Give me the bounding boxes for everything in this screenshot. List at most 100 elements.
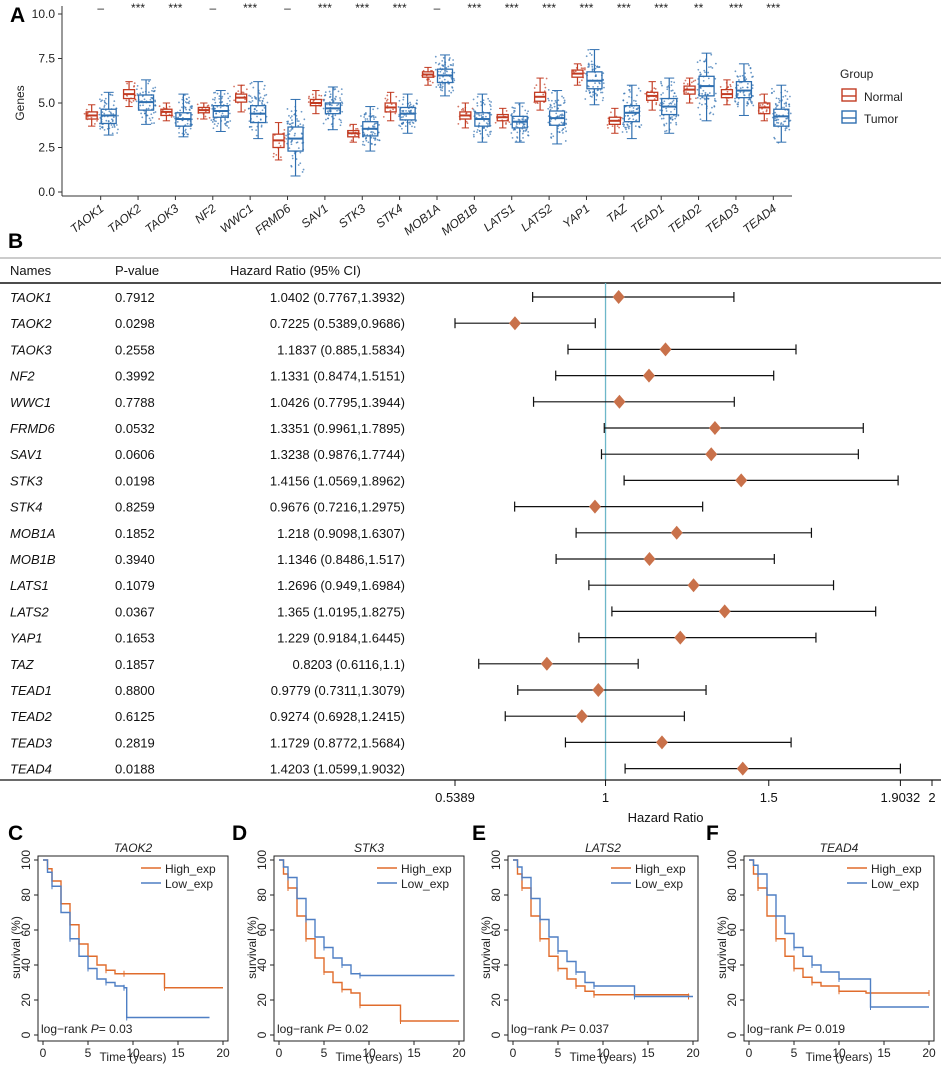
jitter-point-normal	[655, 96, 658, 99]
jitter-point-tumor	[660, 82, 663, 85]
jitter-point-tumor	[213, 98, 216, 101]
y-tick-label: 0	[19, 1031, 33, 1038]
jitter-point-normal	[233, 99, 236, 102]
jitter-point-tumor	[447, 82, 450, 85]
jitter-point-tumor	[402, 122, 404, 125]
jitter-point-tumor	[184, 106, 187, 109]
jitter-point-tumor	[442, 72, 445, 75]
jitter-point-tumor	[711, 67, 714, 69]
jitter-point-tumor	[250, 125, 253, 128]
jitter-point-tumor	[299, 151, 302, 154]
y-tick-label: 0	[489, 1031, 503, 1038]
jitter-point-tumor	[702, 79, 705, 82]
jitter-point-tumor	[107, 119, 110, 122]
jitter-point-tumor	[521, 132, 524, 135]
jitter-point-tumor	[626, 114, 629, 117]
jitter-point-tumor	[253, 95, 256, 98]
jitter-point-tumor	[111, 94, 114, 97]
y-tick-label: 100	[255, 850, 269, 870]
jitter-point-tumor	[561, 95, 563, 98]
jitter-point-tumor	[512, 106, 515, 109]
jitter-point-tumor	[671, 119, 674, 121]
jitter-point-tumor	[371, 114, 374, 117]
jitter-point-tumor	[670, 110, 672, 113]
legend-label-tumor: Tumor	[864, 112, 898, 126]
x-tick-label: 15	[641, 1046, 655, 1060]
jitter-point-tumor	[478, 122, 481, 125]
jitter-point-tumor	[697, 68, 700, 71]
jitter-point-tumor	[228, 112, 231, 115]
jitter-point-tumor	[590, 54, 593, 56]
jitter-point-tumor	[373, 125, 376, 128]
jitter-point-tumor	[746, 104, 748, 107]
jitter-point-tumor	[590, 63, 593, 66]
jitter-point-tumor	[360, 115, 362, 117]
jitter-point-tumor	[487, 123, 489, 126]
jitter-point-tumor	[478, 130, 481, 132]
jitter-point-tumor	[780, 122, 783, 124]
jitter-point-normal	[655, 102, 658, 104]
jitter-point-tumor	[374, 116, 377, 119]
jitter-point-tumor	[224, 119, 227, 121]
jitter-point-tumor	[595, 98, 598, 101]
jitter-point-tumor	[704, 93, 707, 96]
jitter-point-tumor	[212, 98, 214, 101]
jitter-point-tumor	[594, 75, 597, 77]
legend-label-low-exp: Low_exp	[401, 877, 449, 891]
jitter-point-tumor	[337, 103, 340, 106]
jitter-point-tumor	[736, 105, 739, 108]
jitter-point-tumor	[587, 48, 590, 51]
jitter-point-tumor	[512, 117, 515, 120]
jitter-point-tumor	[557, 107, 560, 110]
jitter-point-tumor	[288, 114, 290, 117]
jitter-point-tumor	[484, 129, 487, 132]
jitter-point-tumor	[328, 90, 331, 93]
jitter-point-tumor	[327, 117, 330, 120]
jitter-point-tumor	[476, 131, 478, 133]
x-tick-label-tead2: TEAD2	[665, 201, 704, 236]
jitter-point-tumor	[628, 125, 631, 128]
panel-label-c: C	[8, 822, 23, 845]
jitter-point-tumor	[248, 107, 250, 110]
jitter-point-tumor	[338, 118, 341, 121]
row-name: TAZ	[10, 657, 35, 672]
jitter-point-tumor	[662, 92, 664, 94]
jitter-point-tumor	[476, 102, 479, 104]
jitter-point-tumor	[249, 82, 252, 85]
jitter-point-normal	[683, 82, 685, 85]
log-rank-prefix: log−rank	[747, 1022, 797, 1036]
x-tick-label: 0	[746, 1046, 753, 1060]
jitter-point-normal	[534, 102, 537, 104]
row-name: LATS2	[10, 604, 50, 619]
jitter-point-tumor	[666, 88, 669, 91]
jitter-point-tumor	[489, 108, 492, 111]
jitter-point-tumor	[709, 66, 712, 68]
jitter-point-tumor	[145, 107, 148, 110]
jitter-point-normal	[465, 120, 468, 123]
jitter-point-tumor	[336, 104, 338, 107]
row-name: FRMD6	[10, 421, 56, 436]
jitter-point-tumor	[670, 102, 673, 105]
jitter-point-tumor	[552, 135, 555, 138]
jitter-point-tumor	[659, 102, 662, 104]
jitter-point-tumor	[115, 124, 118, 126]
jitter-point-tumor	[734, 70, 737, 73]
jitter-point-normal	[536, 101, 538, 104]
row-pvalue: 0.0606	[115, 447, 155, 462]
jitter-point-normal	[727, 86, 730, 88]
jitter-point-normal	[93, 122, 96, 125]
jitter-point-tumor	[628, 95, 630, 98]
jitter-point-tumor	[630, 110, 633, 113]
jitter-point-tumor	[632, 107, 635, 109]
jitter-point-normal	[392, 108, 394, 111]
jitter-point-normal	[125, 99, 128, 102]
jitter-point-tumor	[255, 134, 258, 137]
y-tick-label: 100	[725, 850, 739, 870]
jitter-point-tumor	[565, 111, 568, 114]
jitter-point-tumor	[741, 74, 744, 77]
x-tick-label: 5	[555, 1046, 562, 1060]
y-tick-label: 5.0	[38, 96, 55, 110]
significance-label: ***	[617, 1, 631, 15]
jitter-point-tumor	[341, 102, 344, 105]
x-tick-label: 1.9032	[881, 790, 921, 805]
